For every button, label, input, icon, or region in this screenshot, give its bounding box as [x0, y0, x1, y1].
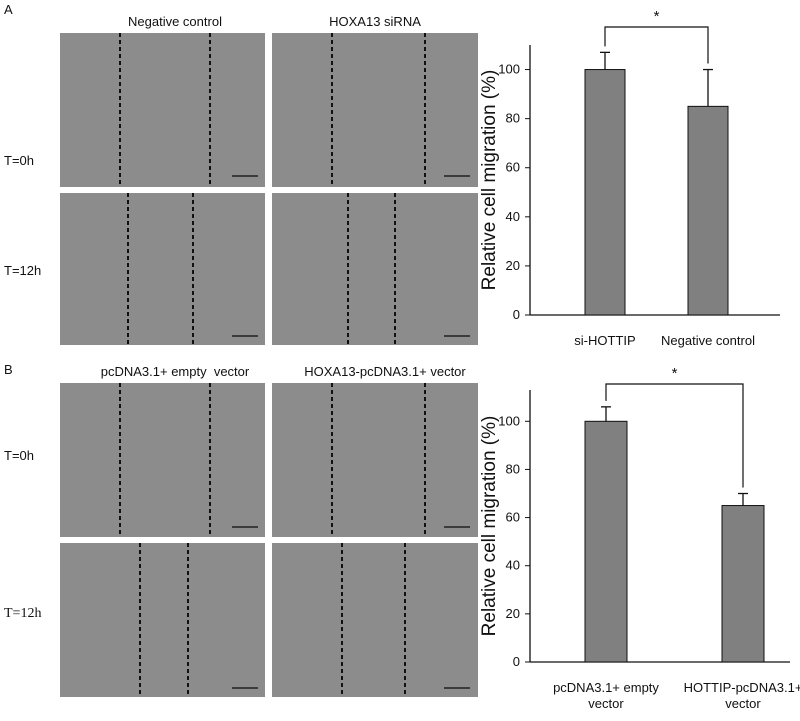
row-label: T=12h: [4, 606, 41, 621]
bar: [584, 420, 628, 663]
x-tick-label: HOTTIP-pcDNA3.1+ vector: [684, 680, 800, 711]
y-tick-label: 20: [506, 606, 520, 621]
y-tick-label: 100: [498, 413, 520, 428]
micrograph: [272, 33, 478, 187]
y-tick-label: 0: [513, 307, 520, 322]
panel-label: B: [4, 362, 13, 377]
x-tick-label-line: vector: [725, 696, 761, 711]
y-tick-label: 60: [506, 160, 520, 175]
bar: [687, 105, 729, 316]
bar: [721, 505, 765, 663]
significance-bracket: [605, 383, 744, 488]
column-label: Negative control: [128, 14, 222, 29]
column-label: pcDNA3.1+ empty vector: [101, 364, 250, 379]
y-tick-label: 80: [506, 461, 520, 476]
x-tick-label-line: HOTTIP-pcDNA3.1+: [684, 680, 800, 695]
micrograph: [272, 543, 478, 697]
x-tick-label-line: si-HOTTIP: [574, 333, 635, 348]
micrographs-b: [60, 383, 478, 697]
x-tick-label: Negative control: [661, 333, 755, 348]
bar: [584, 69, 626, 316]
row-label: T=0h: [4, 448, 34, 463]
micrograph: [60, 543, 265, 697]
y-tick-label: 0: [513, 654, 520, 669]
y-tick-label: 100: [498, 62, 520, 77]
significance-bracket: [604, 26, 709, 64]
x-tick-label: pcDNA3.1+ empty vector: [553, 680, 659, 711]
x-tick-label-line: Negative control: [661, 333, 755, 348]
micrograph: [60, 33, 265, 187]
column-label: HOXA13-pcDNA3.1+ vector: [304, 364, 466, 379]
micrographs-a: [60, 33, 478, 345]
x-tick-label: si-HOTTIP: [574, 333, 635, 348]
micrograph: [60, 383, 265, 537]
row-label: T=12h: [4, 263, 41, 278]
micrograph: [272, 193, 478, 345]
y-tick-label: 60: [506, 510, 520, 525]
y-axis-title: Relative cell migration (%): [479, 70, 500, 291]
y-tick-label: 80: [506, 111, 520, 126]
x-tick-label-line: pcDNA3.1+ empty: [553, 680, 659, 695]
significance-mark: *: [672, 365, 678, 382]
y-tick-label: 20: [506, 258, 520, 273]
y-tick-label: 40: [506, 558, 520, 573]
row-label: T=0h: [4, 153, 34, 168]
micrograph: [272, 383, 478, 537]
y-tick-label: 40: [506, 209, 520, 224]
y-axis-title: Relative cell migration (%): [479, 416, 500, 637]
x-tick-label-line: vector: [588, 696, 624, 711]
panel-label: A: [4, 2, 13, 17]
micrograph: [60, 193, 265, 345]
significance-mark: *: [654, 8, 660, 25]
column-label: HOXA13 siRNA: [329, 14, 421, 29]
